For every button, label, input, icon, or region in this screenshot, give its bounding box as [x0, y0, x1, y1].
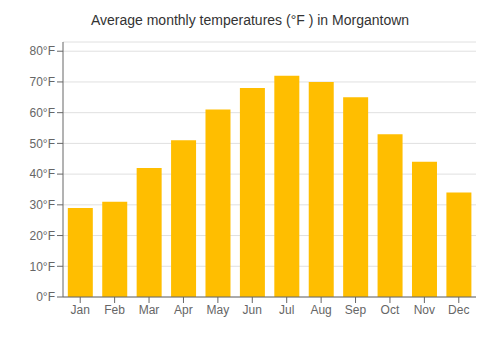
svg-text:Jan: Jan [71, 303, 90, 317]
svg-text:Dec: Dec [448, 303, 469, 317]
svg-text:60°F: 60°F [30, 106, 55, 120]
svg-text:Aug: Aug [310, 303, 331, 317]
svg-text:80°F: 80°F [30, 44, 55, 58]
svg-text:Nov: Nov [414, 303, 435, 317]
svg-text:50°F: 50°F [30, 137, 55, 151]
html-text:Average monthly temperatures (: Average monthly temperatures (°F ) in Mo… [90, 12, 410, 28]
svg-text:Apr: Apr [174, 303, 193, 317]
svg-text:10°F: 10°F [30, 260, 55, 274]
svg-text:0°F: 0°F [36, 290, 55, 304]
svg-text:70°F: 70°F [30, 75, 55, 89]
svg-text:May: May [207, 303, 230, 317]
svg-text:Jun: Jun [243, 303, 262, 317]
svg-text:20°F: 20°F [30, 229, 55, 243]
svg-text:Feb: Feb [104, 303, 125, 317]
svg-text:Sep: Sep [345, 303, 367, 317]
svg-text:Mar: Mar [139, 303, 160, 317]
svg-text:40°F: 40°F [30, 167, 55, 181]
svg-text:Oct: Oct [381, 303, 400, 317]
svg-text:Jul: Jul [279, 303, 294, 317]
svg-text:30°F: 30°F [30, 198, 55, 212]
